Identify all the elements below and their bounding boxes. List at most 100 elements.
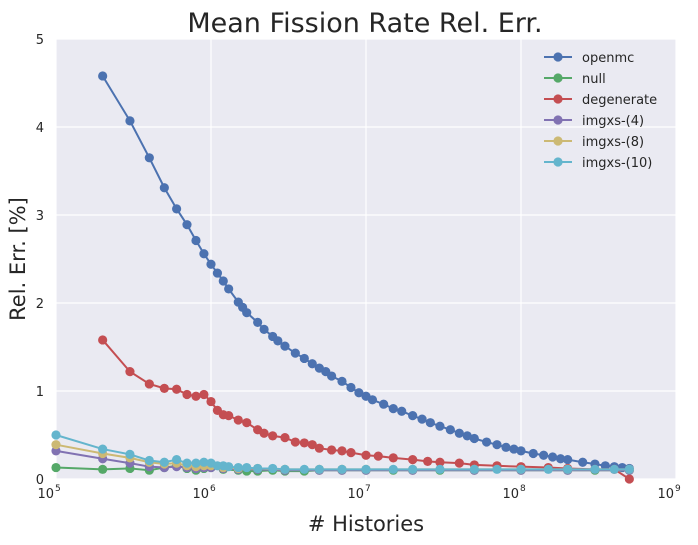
data-point [144,153,154,163]
y-tick-label: 1 [36,385,44,400]
y-tick-label: 5 [36,33,44,48]
data-point [253,463,263,474]
data-point [327,371,337,381]
data-point [624,474,634,484]
data-point [172,384,182,394]
data-point [388,453,398,463]
data-point [454,428,464,438]
data-point [516,464,526,474]
x-axis-label: # Histories [308,512,424,536]
data-point [259,428,269,438]
data-point [361,450,371,460]
series-openmc [98,71,634,474]
data-point [98,335,108,345]
y-tick-label: 3 [36,209,44,224]
data-point [501,442,511,452]
data-point [159,383,169,393]
data-point [563,455,573,465]
x-tick-base: 10 [192,487,209,502]
data-point [563,464,573,474]
x-tick-base: 10 [347,487,364,502]
data-point [144,379,154,389]
x-tick-exponent: 5 [55,484,61,494]
data-point [548,452,558,462]
data-point [268,463,278,474]
data-point [273,336,283,346]
data-point [337,446,347,456]
data-point [408,411,418,421]
data-point [51,430,61,440]
data-point [191,391,201,401]
data-point [51,462,61,473]
data-point [539,450,549,460]
data-point [397,406,407,416]
data-point [435,421,445,431]
data-point [233,462,243,473]
x-tick-label: 10 6 [192,484,216,502]
data-point [98,444,108,454]
data-point [307,359,317,369]
data-point [307,440,317,450]
legend-label: degenerate [582,93,657,108]
data-point [125,449,135,459]
data-point [367,395,378,405]
grid [55,38,677,480]
legend-marker [553,157,563,167]
data-point [600,461,610,471]
x-tick-labels: 10 5 10 6 10 7 10 8 10 9 [37,484,681,502]
data-point [290,437,300,447]
data-point [242,308,252,318]
data-point [327,445,337,455]
y-tick-labels: 0 1 2 3 4 5 [36,33,44,488]
data-point [435,457,445,467]
data-point [242,418,252,428]
legend-item: degenerate [544,93,657,108]
data-point [268,431,278,441]
data-point [182,220,192,230]
y-tick-label: 2 [36,297,44,312]
data-point [314,464,324,474]
data-point [314,443,324,453]
data-point [435,464,445,474]
x-tick-label: 10 5 [37,484,60,502]
data-point [624,464,634,474]
y-tick-label: 4 [36,121,44,136]
data-point [299,438,309,448]
data-point [172,204,182,214]
legend-marker [553,136,563,146]
data-point [290,348,300,358]
legend-item: imgxs-(10) [544,156,652,171]
data-point [182,458,192,468]
data-point [454,458,464,468]
data-point [212,268,223,278]
data-point [206,259,216,269]
x-tick-exponent: 6 [210,484,216,494]
data-point [379,399,389,409]
data-point [555,454,566,464]
data-point [98,464,108,474]
data-point [199,389,209,400]
data-point [373,451,383,461]
data-point [191,235,201,246]
data-point [388,464,398,474]
legend-label: imgxs-(4) [582,114,644,129]
data-point [224,411,234,421]
legend-item: imgxs-(4) [544,114,644,129]
data-point [172,455,182,465]
data-point [259,324,269,334]
data-point [199,457,209,467]
data-point [224,462,234,472]
legend-item: openmc [544,51,634,66]
data-point [159,183,169,193]
data-point [144,455,154,466]
data-point [51,440,61,450]
data-point [492,440,502,450]
legend-marker [553,52,563,62]
data-point [469,433,479,444]
x-tick-label: 10 9 [657,484,681,502]
data-point [337,376,347,386]
legend-label: openmc [582,51,634,66]
y-tick-label: 0 [36,473,44,488]
legend-item: imgxs-(8) [544,135,644,150]
data-point [388,404,398,414]
